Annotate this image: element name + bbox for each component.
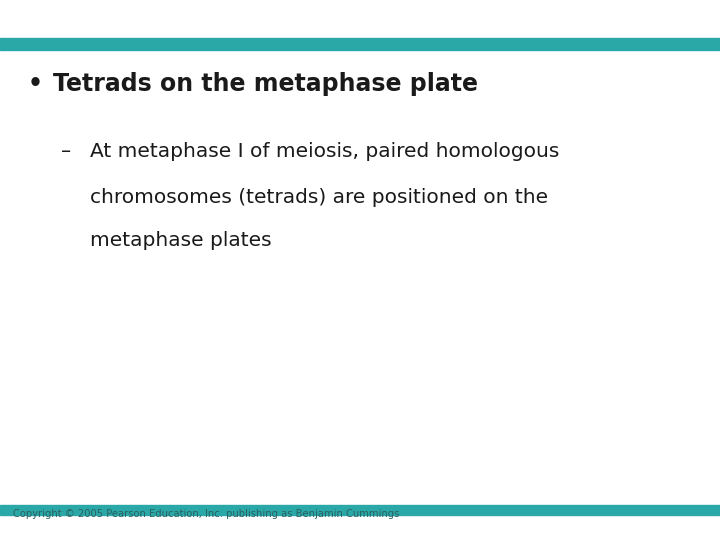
Text: Copyright © 2005 Pearson Education, Inc. publishing as Benjamin Cummings: Copyright © 2005 Pearson Education, Inc.… — [13, 509, 400, 519]
Bar — [0, 38, 720, 50]
Text: metaphase plates: metaphase plates — [90, 231, 271, 250]
Text: At metaphase I of meiosis, paired homologous: At metaphase I of meiosis, paired homolo… — [90, 141, 559, 161]
Text: •: • — [27, 72, 42, 96]
Text: chromosomes (tetrads) are positioned on the: chromosomes (tetrads) are positioned on … — [90, 187, 548, 207]
Text: Tetrads on the metaphase plate: Tetrads on the metaphase plate — [53, 72, 477, 96]
Text: –: – — [61, 141, 71, 161]
Bar — [0, 505, 720, 515]
